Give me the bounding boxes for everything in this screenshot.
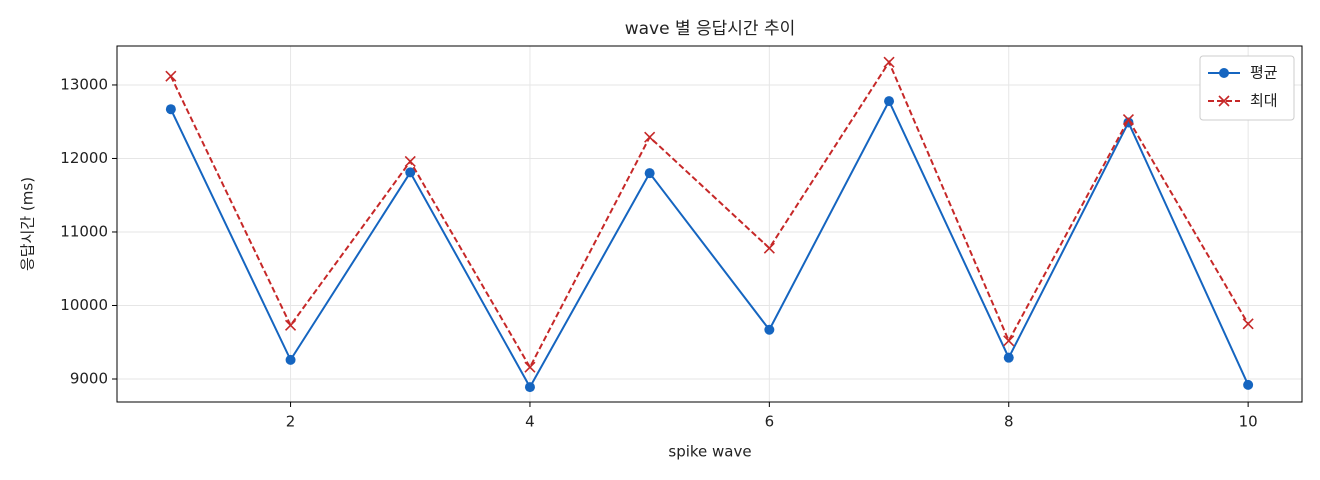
marker <box>165 104 176 115</box>
legend-label: 평균 <box>1250 64 1278 82</box>
chart-title: wave 별 응답시간 추이 <box>625 19 796 39</box>
marker <box>1242 318 1254 330</box>
marker <box>1003 352 1014 363</box>
y-tick-label: 10000 <box>60 296 108 314</box>
x-axis-label: spike wave <box>668 443 751 461</box>
x-tick-label: 8 <box>1004 413 1014 431</box>
marker <box>285 354 296 365</box>
legend-marker <box>1218 95 1230 107</box>
x-tick-label: 4 <box>525 413 535 431</box>
marker <box>404 155 416 167</box>
marker <box>644 168 655 179</box>
marker <box>884 96 895 107</box>
x-tick-label: 6 <box>765 413 775 431</box>
y-tick-label: 12000 <box>60 149 108 167</box>
series-line <box>169 98 1250 390</box>
marker <box>764 324 775 335</box>
marker <box>883 56 895 68</box>
legend-marker <box>1219 68 1229 78</box>
marker <box>1122 113 1135 126</box>
y-axis-label: 응답시간 (ms) <box>19 177 37 271</box>
y-tick-label: 11000 <box>60 222 108 240</box>
marker <box>1243 379 1254 390</box>
marker <box>284 319 297 331</box>
marker <box>524 361 536 373</box>
y-tick-label: 9000 <box>70 369 108 387</box>
marker <box>165 70 177 82</box>
series-line <box>169 60 1250 370</box>
legend-label: 최대 <box>1250 92 1278 110</box>
marker <box>524 382 535 393</box>
x-tick-label: 2 <box>286 413 296 431</box>
x-tick-label: 10 <box>1239 413 1258 431</box>
marker <box>763 242 775 254</box>
y-tick-label: 13000 <box>60 75 108 93</box>
plot-frame <box>116 45 1303 403</box>
legend-box <box>1199 55 1295 121</box>
marker <box>1003 335 1015 347</box>
marker <box>405 167 416 178</box>
marker <box>644 131 656 143</box>
